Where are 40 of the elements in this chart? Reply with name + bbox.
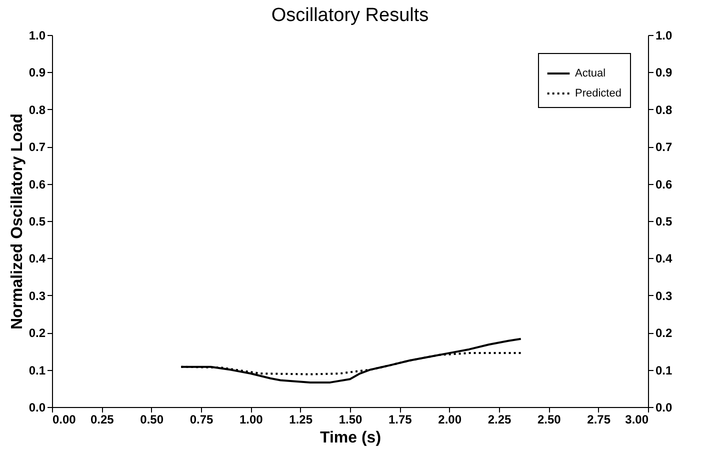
x-tick-label: 2.00 — [438, 412, 462, 426]
y-axis-title: Normalized Oscillatory Load — [8, 113, 26, 330]
y-tick-label: 0.8 — [28, 102, 46, 117]
y-tick-label: 0.6 — [28, 177, 46, 192]
x-tick-label: 0.50 — [140, 412, 164, 426]
x-tick-label: 0.75 — [190, 412, 214, 426]
y-tick-label: 0.4 — [28, 252, 46, 266]
x-tick-label: 2.75 — [587, 412, 611, 426]
y2-tick-label: 0.6 — [656, 177, 673, 192]
y2-tick-label: 0.4 — [656, 252, 673, 266]
x-tick-label: 1.75 — [388, 412, 412, 426]
x-tick-label: 0.00 — [52, 412, 76, 426]
x-axis-title: Time (s) — [320, 430, 382, 446]
y-tick-label: 0.2 — [28, 326, 46, 340]
x-tick-label: 1.00 — [239, 412, 264, 426]
x-tick-label: 1.25 — [289, 412, 313, 426]
y2-tick-label: 0.5 — [656, 214, 673, 228]
y2-tick-label: 0.9 — [656, 66, 673, 80]
x-tick-label: 0.25 — [90, 412, 114, 426]
y-tick-label: 0.3 — [28, 288, 46, 303]
x-tick-label: 2.25 — [488, 412, 512, 426]
y2-tick-label: 0.7 — [656, 140, 673, 154]
legend-label: Predicted — [575, 88, 622, 100]
y2-tick-label: 0.1 — [656, 363, 673, 378]
y-tick-label: 0.7 — [28, 140, 46, 154]
chart-title: Oscillatory Results — [271, 5, 429, 26]
y2-tick-label: 0.0 — [656, 400, 673, 414]
x-tick-label: 3.00 — [625, 412, 649, 426]
x-tick-label: 2.50 — [537, 412, 562, 426]
y-tick-label: 0.1 — [28, 363, 46, 378]
legend-label: Actual — [575, 68, 606, 80]
y2-tick-label: 0.8 — [656, 102, 673, 117]
x-tick-label: 1.50 — [338, 412, 362, 426]
y-tick-label: 0.9 — [28, 66, 46, 80]
y-tick-label: 0.0 — [28, 400, 46, 414]
y-tick-label: 1.0 — [28, 28, 46, 42]
y-tick-label: 0.5 — [28, 214, 46, 228]
y2-tick-label: 0.3 — [656, 288, 673, 303]
y2-tick-label: 1.0 — [656, 28, 673, 42]
y2-tick-label: 0.2 — [656, 326, 673, 340]
